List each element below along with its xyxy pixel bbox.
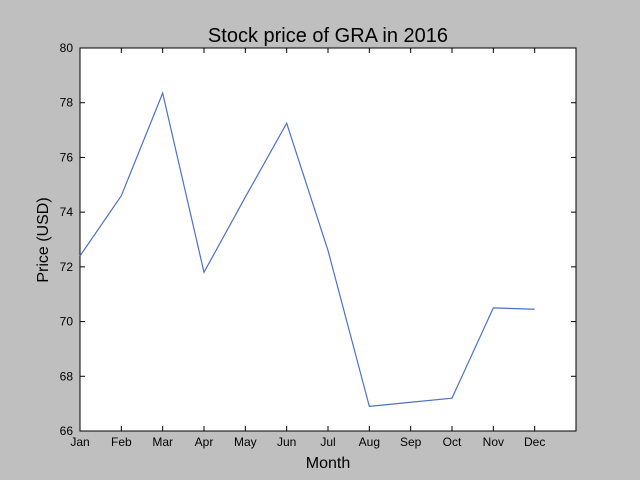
y-tick-label: 72 bbox=[60, 260, 74, 274]
x-tick-label: Oct bbox=[443, 435, 462, 449]
y-tick-label: 78 bbox=[60, 96, 74, 110]
x-tick-label: Nov bbox=[483, 435, 504, 449]
x-tick-label: Mar bbox=[152, 435, 173, 449]
x-axis: Jan Feb Mar Apr May Jun Jul Aug Sep Oct Nov Dec bbox=[70, 48, 545, 449]
x-tick-label: Feb bbox=[111, 435, 132, 449]
chart-title: Stock price of GRA in 2016 bbox=[208, 25, 448, 47]
plot-area bbox=[79, 47, 577, 432]
y-tick-label: 70 bbox=[60, 315, 74, 329]
x-tick-label: Sep bbox=[400, 435, 422, 449]
y-tick-label: 76 bbox=[60, 150, 74, 164]
x-tick-label: Apr bbox=[195, 435, 214, 449]
y-tick-label: 68 bbox=[60, 369, 74, 383]
y-tick-label: 66 bbox=[60, 424, 74, 438]
y-tick-label: 80 bbox=[60, 41, 74, 55]
x-tick-label: May bbox=[234, 435, 257, 449]
y-axis-label: Price (USD) bbox=[35, 197, 52, 282]
x-tick-label: Aug bbox=[359, 435, 380, 449]
x-tick-label: Jul bbox=[320, 435, 335, 449]
y-tick-label: 74 bbox=[60, 205, 74, 219]
x-tick-label: Jun bbox=[277, 435, 296, 449]
series-layer bbox=[79, 91, 535, 408]
x-axis-label: Month bbox=[306, 455, 350, 472]
x-tick-label: Dec bbox=[524, 435, 545, 449]
x-tick-label: Jan bbox=[70, 435, 89, 449]
y-axis: 66 68 70 72 74 76 78 80 bbox=[60, 41, 576, 438]
series-line-gra bbox=[79, 91, 535, 408]
